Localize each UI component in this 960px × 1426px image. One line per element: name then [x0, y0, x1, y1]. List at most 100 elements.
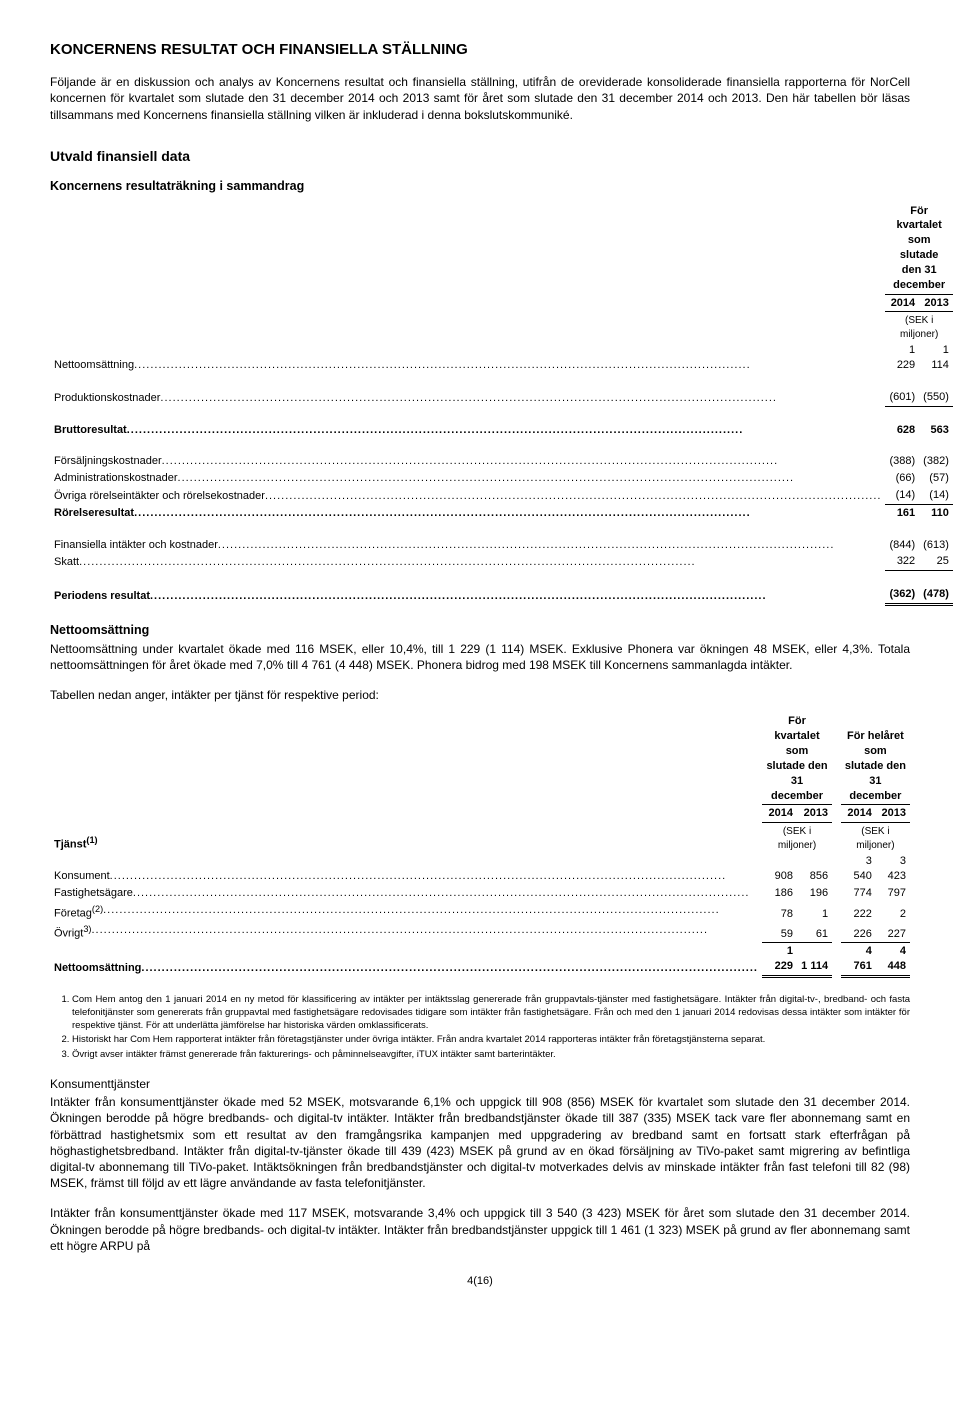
cell-value: (613): [919, 522, 953, 554]
cell-value: 774: [841, 885, 876, 902]
table-row: Övrigt3) 5961 226227: [50, 922, 910, 943]
table-row: Periodens resultat(362)(478)(1 350)(1 00…: [50, 571, 960, 605]
row-label: Periodens resultat: [54, 589, 150, 604]
cell-value: 186: [762, 885, 797, 902]
row-label: Konsument: [54, 869, 110, 884]
cell-value: 222: [841, 902, 876, 923]
table-row: Företag(2) 781 2222: [50, 902, 910, 923]
page-title: KONCERNENS RESULTAT OCH FINANSIELLA STÄL…: [50, 40, 910, 60]
cell-value: (388): [885, 439, 919, 471]
row-label: Företag(2): [54, 903, 103, 922]
table-row: Fastighetsägare 186196 774797: [50, 885, 910, 902]
row-label: Administrationskostnader: [54, 471, 178, 486]
service-revenue-table: För kvartalet som slutade den 31 decembe…: [50, 713, 910, 978]
row-label-sup: (2): [92, 904, 103, 914]
row-label: Fastighetsägare: [54, 886, 133, 901]
row-label: Nettoomsättning: [54, 358, 134, 373]
cell-value: 1 114: [919, 342, 953, 374]
period-header-quarter: För kvartalet som slutade den 31 decembe…: [885, 203, 952, 295]
row-label: Övrigt3): [54, 923, 92, 942]
cell-value: 1 114: [797, 943, 832, 977]
year-col: 2013: [919, 294, 953, 312]
cell-value: (382): [919, 439, 953, 471]
net-sales-title: Nettoomsättning: [50, 622, 910, 639]
cell-value: 59: [762, 922, 797, 943]
cell-value: 1 229: [885, 342, 919, 374]
unit-label: (SEK i miljoner): [841, 823, 910, 854]
consumer-para2: Intäkter från konsumenttjänster ökade me…: [50, 1205, 910, 1254]
row-label: Finansiella intäkter och kostnader: [54, 538, 218, 553]
consumer-title: Konsumenttjänster: [50, 1076, 910, 1092]
cell-value: 196: [797, 885, 832, 902]
cell-value: 25: [919, 553, 953, 570]
cell-value: 2: [876, 902, 910, 923]
table-row: Övriga rörelseintäkter och rörelsekostna…: [50, 487, 960, 504]
table-row: Produktionskostnader(601)(550)(2 315)(2 …: [50, 374, 960, 406]
cell-value: 61: [797, 922, 832, 943]
service-row-header: Tjänst: [54, 838, 86, 850]
income-statement-table: För kvartalet som slutade den 31 decembe…: [50, 203, 960, 606]
year-col: 2014: [762, 805, 797, 823]
year-col: 2014: [885, 294, 919, 312]
unit-label: (SEK i miljoner): [885, 312, 952, 343]
row-label: Bruttoresultat: [54, 423, 127, 438]
row-label: Produktionskostnader: [54, 391, 160, 406]
footnote-item: Historiskt har Com Hem rapporterat intäk…: [72, 1034, 910, 1047]
cell-value: 226: [841, 922, 876, 943]
cell-value: 628: [885, 406, 919, 438]
cell-value: (478): [919, 571, 953, 605]
table-row: Försäljningskostnader(388)(382)(1 491)(1…: [50, 439, 960, 471]
net-sales-para: Nettoomsättning under kvartalet ökade me…: [50, 641, 910, 673]
cell-value: (57): [919, 470, 953, 487]
section-title: Utvald finansiell data: [50, 147, 910, 166]
cell-value: (844): [885, 522, 919, 554]
cell-value: 4 761: [841, 943, 876, 977]
consumer-para1: Intäkter från konsumenttjänster ökade me…: [50, 1094, 910, 1191]
cell-value: 4 448: [876, 943, 910, 977]
cell-value: 908: [762, 853, 797, 885]
cell-value: (550): [919, 374, 953, 406]
table-row: Nettoomsättning 1 2291 114 4 7614 448: [50, 943, 910, 977]
cell-value: 78: [762, 902, 797, 923]
year-col: 2013: [797, 805, 832, 823]
subsection-title: Koncernens resultaträkning i sammandrag: [50, 178, 910, 195]
cell-value: 227: [876, 922, 910, 943]
table-intro: Tabellen nedan anger, intäkter per tjäns…: [50, 687, 910, 703]
cell-value: 322: [885, 553, 919, 570]
cell-value: (601): [885, 374, 919, 406]
table-row: Administrationskostnader(66)(57)(256)(22…: [50, 470, 960, 487]
cell-value: 161: [885, 504, 919, 521]
cell-value: (14): [919, 487, 953, 504]
row-label-sup: 3): [83, 924, 91, 934]
unit-label: (SEK i miljoner): [762, 823, 832, 854]
cell-value: 3 423: [876, 853, 910, 885]
year-col: 2014: [841, 805, 876, 823]
cell-value: (362): [885, 571, 919, 605]
cell-value: (14): [885, 487, 919, 504]
row-label: Nettoomsättning: [54, 961, 141, 976]
row-label: Försäljningskostnader: [54, 454, 162, 469]
cell-value: 1: [797, 902, 832, 923]
footnote-item: Övrigt avser intäkter främst genererade …: [72, 1049, 910, 1062]
page-number: 4(16): [50, 1274, 910, 1289]
cell-value: 563: [919, 406, 953, 438]
service-row-header-sup: (1): [86, 835, 97, 845]
cell-value: 856: [797, 853, 832, 885]
table-row: Bruttoresultat6285632 4462 258: [50, 406, 960, 438]
cell-value: 110: [919, 504, 953, 521]
table-row: Nettoomsättning1 2291 1144 7614 448: [50, 342, 960, 374]
cell-value: 797: [876, 885, 910, 902]
row-label: Skatt: [54, 555, 79, 570]
table-row: Rörelseresultat161110672657: [50, 504, 960, 521]
table-row: Finansiella intäkter och kostnader (844)(…: [50, 522, 960, 554]
period-header-quarter: För kvartalet som slutade den 31 decembe…: [762, 713, 832, 805]
row-label: Övriga rörelseintäkter och rörelsekostna…: [54, 489, 265, 504]
table-row: Konsument 908856 3 5403 423: [50, 853, 910, 885]
cell-value: 3 540: [841, 853, 876, 885]
table-row: Skatt32225550175: [50, 553, 960, 570]
footnotes-list: Com Hem antog den 1 januari 2014 en ny m…: [50, 994, 910, 1062]
year-col: 2013: [876, 805, 910, 823]
footnote-item: Com Hem antog den 1 januari 2014 en ny m…: [72, 994, 910, 1032]
cell-value: (66): [885, 470, 919, 487]
cell-value: 1 229: [762, 943, 797, 977]
